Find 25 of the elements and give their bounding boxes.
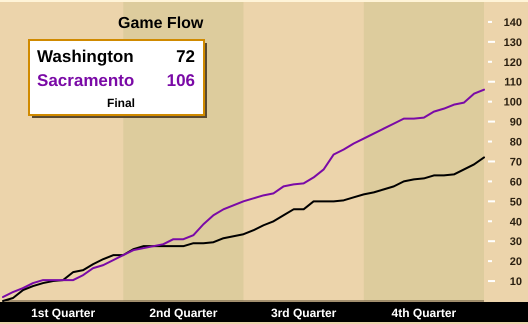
- y-tick-label: 100: [504, 96, 522, 109]
- text: Game Flow: [118, 15, 204, 32]
- y-tick-label: 90: [510, 116, 522, 129]
- y-tick-label: 140: [504, 16, 522, 29]
- y-tick-label: 20: [510, 256, 522, 268]
- x-tick-label: 1st Quarter: [31, 306, 96, 320]
- y-tick-label: 110: [504, 76, 522, 89]
- y-tick-label: 50: [510, 196, 522, 208]
- x-tick-label: 2nd Quarter: [149, 306, 218, 320]
- line-series: [2, 88, 485, 298]
- x-tick-label: 4th Quarter: [392, 306, 457, 320]
- y-tick-label: 80: [510, 136, 522, 149]
- annotation: 106: [166, 71, 195, 90]
- y-tick-label: 70: [510, 156, 522, 168]
- y-tick-label: 130: [504, 36, 522, 49]
- annotation: 72: [176, 47, 195, 66]
- y-tick-label: 10: [510, 276, 522, 288]
- annotation: Final: [106, 96, 136, 110]
- y-tick-label: 120: [504, 56, 522, 69]
- y-tick-label: 30: [510, 236, 522, 248]
- text: Washington: [37, 47, 134, 66]
- text: Sacramento: [37, 71, 134, 90]
- y-tick-label: 40: [510, 216, 522, 228]
- x-tick-label: 3rd Quarter: [270, 306, 337, 320]
- y-tick-label: 60: [510, 176, 522, 188]
